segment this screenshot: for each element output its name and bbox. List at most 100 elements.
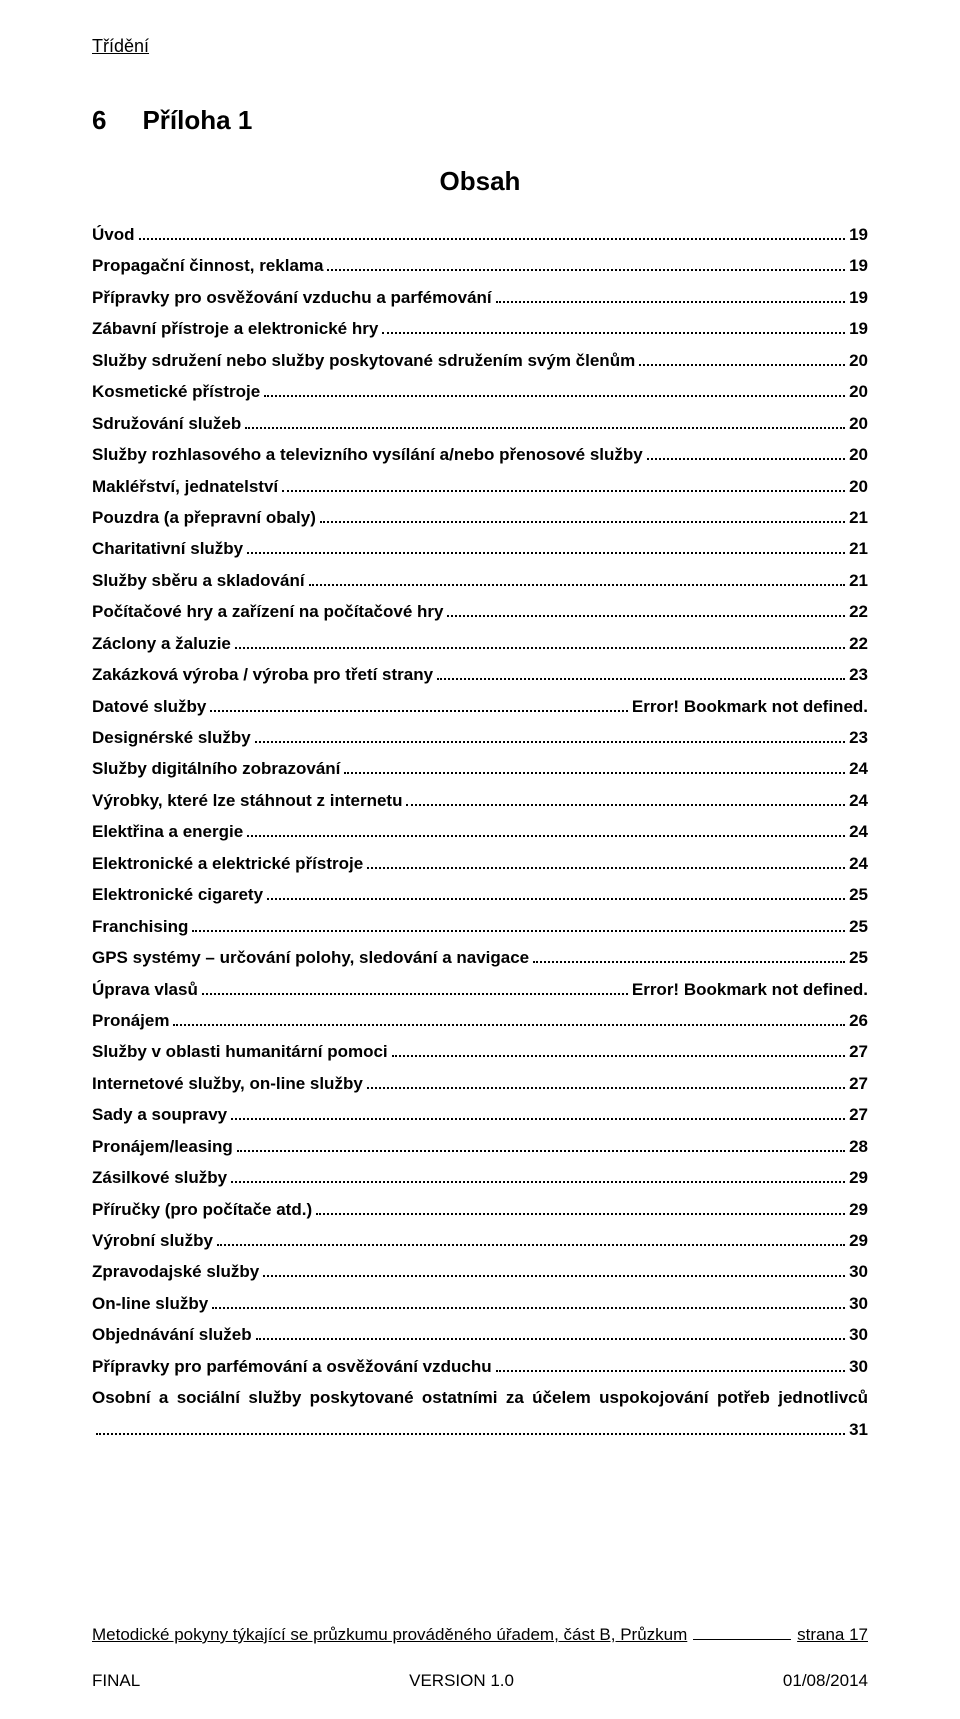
toc-label: Výrobky, které lze stáhnout z internetu [92, 785, 402, 816]
toc-label: Počítačové hry a zařízení na počítačové … [92, 596, 443, 627]
toc-row: GPS systémy – určování polohy, sledování… [92, 942, 868, 973]
toc-page: 24 [849, 785, 868, 816]
toc-leader [647, 458, 845, 460]
toc-row: Zábavní přístroje a elektronické hry 19 [92, 313, 868, 344]
toc-leader [282, 490, 845, 492]
toc-page: 30 [849, 1319, 868, 1350]
toc-row: Osobní a sociální služby poskytované ost… [92, 1382, 868, 1445]
toc-row: Služby rozhlasového a televizního vysílá… [92, 439, 868, 470]
toc-row: Služby v oblasti humanitární pomoci 27 [92, 1036, 868, 1067]
toc-label: Charitativní služby [92, 533, 243, 564]
toc-label: Zpravodajské služby [92, 1256, 259, 1287]
footer-center: VERSION 1.0 [409, 1671, 514, 1691]
guideline-line: Metodické pokyny týkající se průzkumu pr… [92, 1625, 868, 1645]
toc-leader [406, 804, 845, 806]
toc-row: Zakázková výroba / výroba pro třetí stra… [92, 659, 868, 690]
toc-label: Elektronické cigarety [92, 879, 263, 910]
toc-row: Designérské služby23 [92, 722, 868, 753]
toc-row: Pronájem26 [92, 1005, 868, 1036]
toc-row: Služby digitálního zobrazování 24 [92, 753, 868, 784]
toc-page: 21 [849, 533, 868, 564]
toc-page: 21 [849, 565, 868, 596]
toc-label: Výrobní služby [92, 1225, 213, 1256]
toc-label: On-line služby [92, 1288, 208, 1319]
toc-page: 20 [849, 471, 868, 502]
toc-row: Záclony a žaluzie22 [92, 628, 868, 659]
toc-page: 19 [849, 313, 868, 344]
toc-leader [533, 961, 845, 963]
toc-row: Zpravodajské služby 30 [92, 1256, 868, 1287]
toc-row: Úvod19 [92, 219, 868, 250]
section-number: 6 [92, 105, 106, 135]
toc-leader [255, 741, 845, 743]
guideline-page: strana 17 [797, 1625, 868, 1645]
toc-page: 30 [849, 1256, 868, 1287]
page: Třídění 6Příloha 1 Obsah Úvod19Propagačn… [0, 0, 960, 1719]
page-bottom: Metodické pokyny týkající se průzkumu pr… [92, 1625, 868, 1691]
section-title: 6Příloha 1 [92, 105, 868, 136]
toc-leader [96, 1433, 845, 1435]
toc-page: 20 [849, 376, 868, 407]
toc-leader [139, 238, 846, 240]
toc-label: Přípravky pro parfémování a osvěžování v… [92, 1351, 492, 1382]
toc-leader [264, 395, 845, 397]
toc-label: Osobní a sociální služby poskytované ost… [92, 1382, 868, 1413]
footer-right: 01/08/2014 [783, 1671, 868, 1691]
toc-label: Datové služby [92, 691, 206, 722]
toc-page: 29 [849, 1225, 868, 1256]
table-of-contents: Úvod19Propagační činnost, reklama19 Přípr… [92, 219, 868, 1607]
toc-row: Objednávání služeb 30 [92, 1319, 868, 1350]
toc-leader [367, 1087, 845, 1089]
toc-page: Error! Bookmark not defined. [632, 691, 868, 722]
toc-label: Zásilkové služby [92, 1162, 227, 1193]
toc-label: Zakázková výroba / výroba pro třetí stra… [92, 659, 433, 690]
toc-row: Franchising25 [92, 911, 868, 942]
toc-page: 22 [849, 596, 868, 627]
toc-label: Designérské služby [92, 722, 251, 753]
toc-row: Elektronické cigarety25 [92, 879, 868, 910]
toc-page: 19 [849, 219, 868, 250]
toc-page: 23 [849, 659, 868, 690]
toc-row: Propagační činnost, reklama19 [92, 250, 868, 281]
toc-row: On-line služby30 [92, 1288, 868, 1319]
footer-left: FINAL [92, 1671, 140, 1691]
toc-label: Služby sběru a skladování [92, 565, 305, 596]
toc-page: 25 [849, 942, 868, 973]
toc-label: Zábavní přístroje a elektronické hry [92, 313, 378, 344]
toc-leader [237, 1150, 845, 1152]
toc-label: Pronájem/leasing [92, 1131, 233, 1162]
toc-leader [247, 835, 845, 837]
toc-row: Služby sběru a skladování 21 [92, 565, 868, 596]
toc-page: 28 [849, 1131, 868, 1162]
toc-leader [173, 1024, 845, 1026]
toc-leader [256, 1338, 845, 1340]
toc-label: Služby digitálního zobrazování [92, 753, 340, 784]
toc-page: 24 [849, 753, 868, 784]
toc-row: Sady a soupravy27 [92, 1099, 868, 1130]
toc-page: 24 [849, 816, 868, 847]
toc-leader [263, 1275, 845, 1277]
toc-page: 27 [849, 1036, 868, 1067]
guideline-label: Metodické pokyny týkající se průzkumu pr… [92, 1625, 687, 1645]
toc-row: Charitativní služby 21 [92, 533, 868, 564]
toc-leader [192, 930, 845, 932]
toc-page: 29 [849, 1194, 868, 1225]
running-head: Třídění [92, 36, 868, 57]
toc-label: Pronájem [92, 1005, 169, 1036]
toc-row: Sdružování služeb20 [92, 408, 868, 439]
toc-label: Sady a soupravy [92, 1099, 227, 1130]
toc-leader [327, 269, 845, 271]
toc-label: Služby v oblasti humanitární pomoci [92, 1036, 388, 1067]
toc-label: Objednávání služeb [92, 1319, 252, 1350]
toc-leader [367, 867, 845, 869]
toc-label: Kosmetické přístroje [92, 376, 260, 407]
toc-row: Výrobní služby 29 [92, 1225, 868, 1256]
toc-row: Zásilkové služby29 [92, 1162, 868, 1193]
toc-page: 30 [849, 1351, 868, 1382]
toc-label: Sdružování služeb [92, 408, 241, 439]
toc-leader [235, 647, 845, 649]
toc-page: 31 [849, 1414, 868, 1445]
toc-row: Počítačové hry a zařízení na počítačové … [92, 596, 868, 627]
toc-label: Franchising [92, 911, 188, 942]
toc-heading: Obsah [92, 166, 868, 197]
